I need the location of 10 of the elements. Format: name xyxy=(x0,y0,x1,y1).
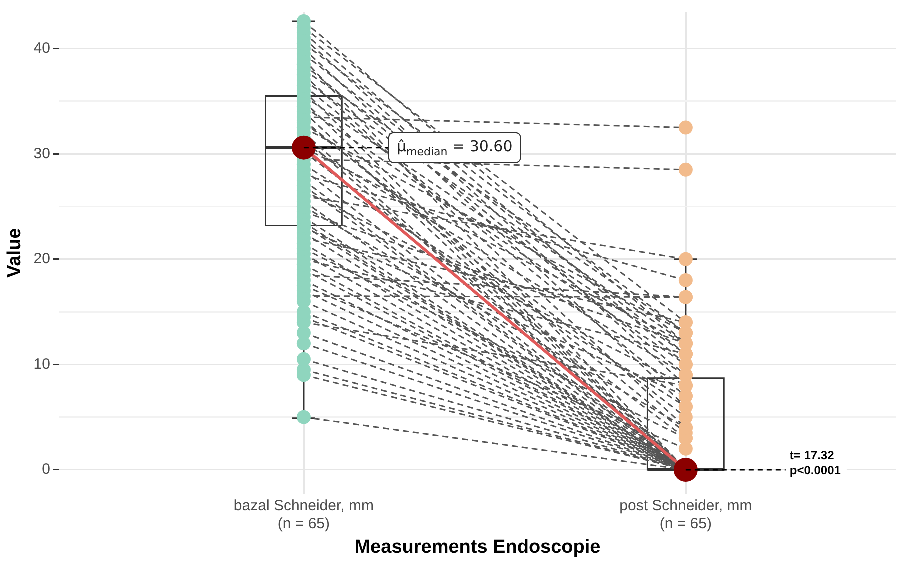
x-tick-label: post Schneider, mm (n = 65) xyxy=(620,497,752,532)
y-tick-label: 40 xyxy=(34,40,50,57)
annotation: t= 17.32 p<0.0001 xyxy=(790,448,842,478)
x-axis-title: Measurements Endoscopie xyxy=(354,536,601,558)
x-tick-label: bazal Schneider, mm (n = 65) xyxy=(234,497,374,532)
y-tick-label: 0 xyxy=(42,461,50,478)
y-tick-label: 10 xyxy=(34,356,50,373)
y-tick-label: 30 xyxy=(34,145,50,162)
y-axis-title: Value xyxy=(4,228,26,278)
y-tick-label: 20 xyxy=(34,250,50,268)
